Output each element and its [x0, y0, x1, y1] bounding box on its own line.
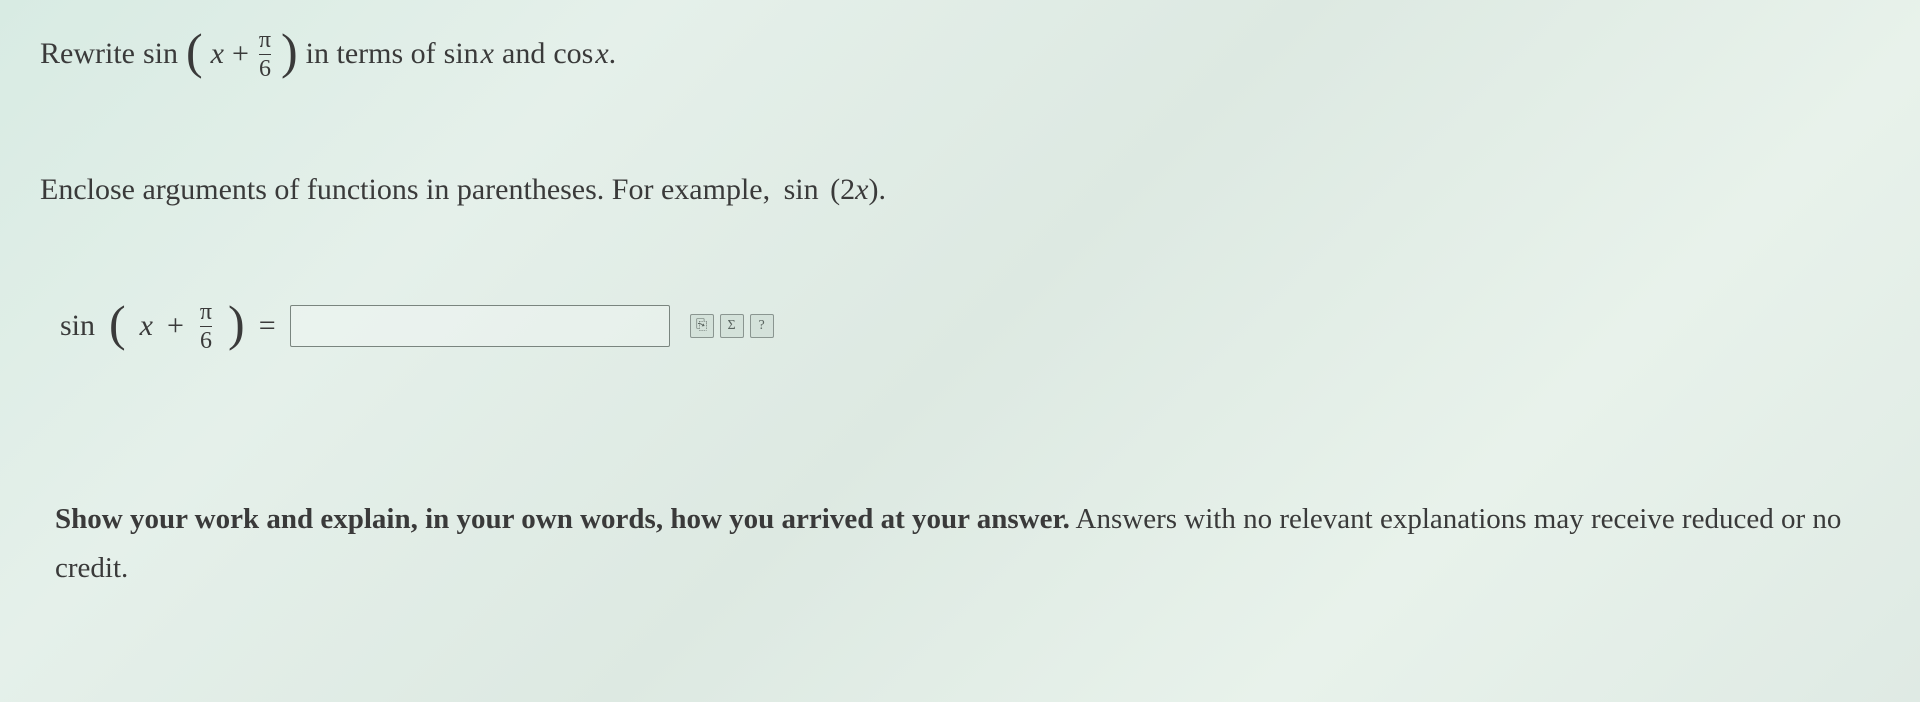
answer-var: x — [140, 309, 153, 343]
hint-period: . — [878, 173, 886, 206]
paren-close: ) — [281, 22, 298, 80]
answer-equals: = — [259, 309, 276, 343]
answer-frac-num: π — [200, 300, 212, 326]
paren-open: ( — [186, 22, 203, 80]
question-var: x — [211, 37, 224, 71]
hint-var: x — [855, 173, 868, 206]
question-middle: in terms of — [306, 37, 436, 71]
input-toolbar: ⎘ Σ ? — [690, 314, 774, 338]
frac-den: 6 — [259, 54, 271, 81]
hint-text: Enclose arguments of functions in parent… — [40, 173, 770, 206]
answer-paren-close: ) — [228, 294, 245, 352]
hint-line: Enclose arguments of functions in parent… — [40, 173, 1880, 207]
hint-paren-close: ) — [868, 173, 878, 206]
hint-paren-open: ( — [830, 173, 840, 206]
question-prefix: Rewrite — [40, 37, 135, 71]
question-period: . — [609, 37, 617, 71]
answer-frac-den: 6 — [200, 326, 212, 353]
question-and: and — [502, 37, 545, 71]
term1-var: x — [481, 37, 494, 71]
answer-plus: + — [167, 309, 184, 343]
question-plus: + — [232, 37, 249, 71]
answer-input[interactable] — [290, 305, 670, 347]
frac-num: π — [259, 28, 271, 54]
answer-func: sin — [60, 309, 95, 343]
instructions-bold: Show your work and explain, in your own … — [55, 503, 1070, 535]
answer-paren-open: ( — [109, 294, 126, 352]
instructions: Show your work and explain, in your own … — [40, 495, 1880, 594]
sigma-icon[interactable]: Σ — [720, 314, 744, 338]
term2-func: cos — [553, 37, 593, 71]
preview-icon[interactable]: ⎘ — [690, 314, 714, 338]
question-frac: π 6 — [259, 28, 271, 81]
question-line: Rewrite sin ( x + π 6 ) in terms of sin … — [40, 25, 1880, 83]
term2-var: x — [595, 37, 608, 71]
answer-row: sin ( x + π 6 ) = ⎘ Σ ? — [60, 297, 1880, 355]
help-icon[interactable]: ? — [750, 314, 774, 338]
question-func: sin — [143, 37, 178, 71]
hint-coef: 2 — [840, 173, 855, 206]
answer-frac: π 6 — [200, 300, 212, 353]
hint-func: sin — [784, 173, 819, 206]
term1-func: sin — [444, 37, 479, 71]
